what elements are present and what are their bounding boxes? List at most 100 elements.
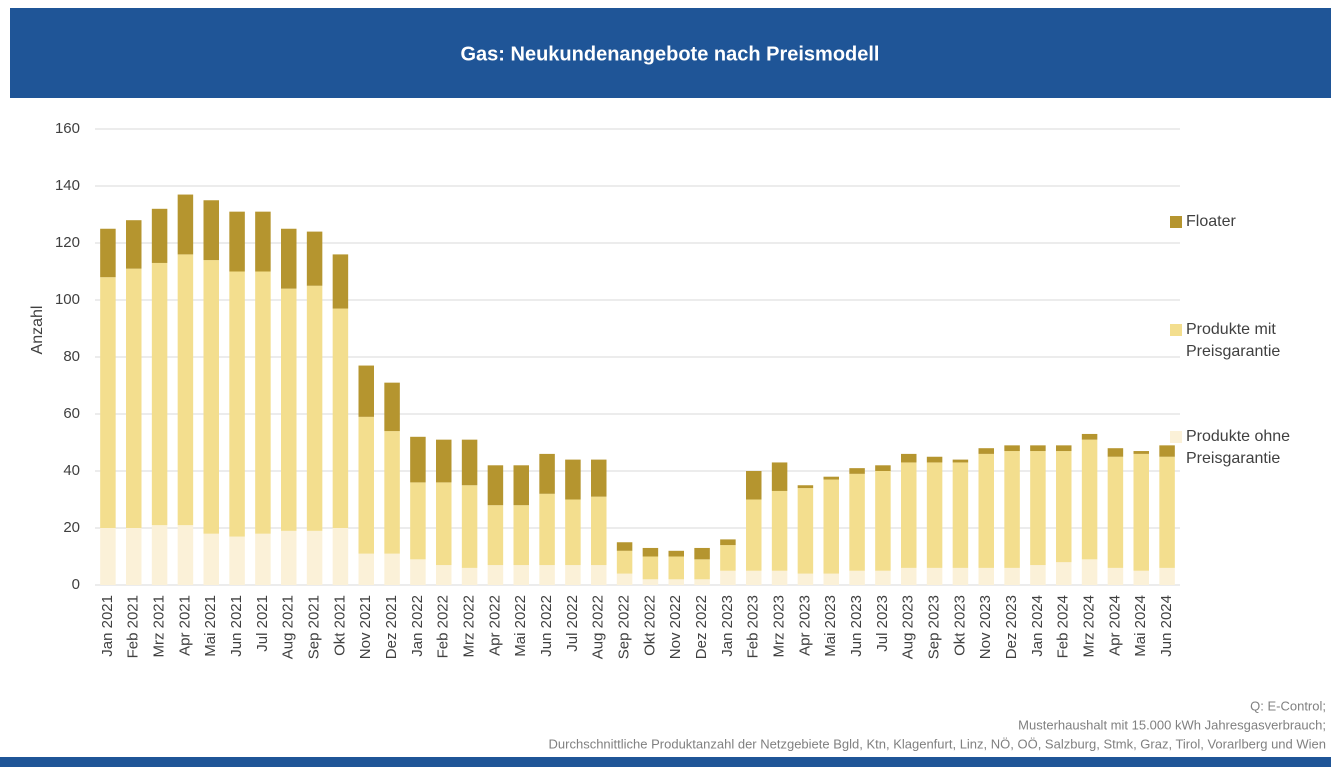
bar-segment (591, 565, 607, 585)
bar-segment (901, 462, 917, 568)
bar-segment (771, 462, 788, 491)
x-tick-label: Feb 2023 (745, 595, 762, 658)
x-tick-label: Jul 2023 (874, 595, 891, 652)
bar-segment (513, 465, 529, 506)
bar-segment (694, 547, 710, 560)
bar-segment (487, 565, 504, 585)
bar-segment (487, 505, 504, 566)
bar-segment (281, 228, 297, 289)
bar-segment (797, 488, 814, 574)
bar-segment (100, 277, 116, 528)
bar-segment (616, 573, 633, 585)
bar-segment (384, 553, 400, 585)
x-tick-label: Aug 2021 (280, 595, 297, 659)
bar-segment (203, 260, 219, 534)
x-tick-label: Mai 2024 (1132, 595, 1149, 657)
bar-segment (1133, 570, 1149, 585)
bar-segment (875, 471, 891, 571)
bar-segment (255, 271, 271, 534)
x-tick-label: Jun 2022 (538, 595, 555, 657)
bar-segment (436, 439, 452, 483)
x-tick-label: Mrz 2022 (461, 595, 478, 658)
legend-swatch (1170, 431, 1182, 443)
bar-segment (1133, 451, 1149, 454)
legend-label: Floater (1186, 213, 1236, 230)
bar-segment (539, 453, 555, 494)
bar-segment (384, 431, 400, 554)
bar-segment (436, 565, 452, 585)
x-tick-label: Feb 2024 (1055, 595, 1072, 658)
bar-segment (1004, 451, 1020, 568)
y-tick-label: 0 (72, 576, 80, 593)
x-tick-label: Mrz 2021 (151, 595, 168, 658)
bar-segment (306, 285, 323, 531)
x-tick-label: Jan 2021 (99, 595, 116, 657)
bar-segment (126, 220, 142, 269)
bar-segment (823, 479, 839, 574)
bar-segment (720, 539, 736, 546)
source-note: Durchschnittliche Produktanzahl der Netz… (549, 736, 1326, 751)
x-tick-label: Aug 2022 (590, 595, 607, 659)
bar-segment (177, 254, 194, 526)
y-tick-label: 60 (63, 405, 80, 422)
x-tick-label: Mai 2021 (202, 595, 219, 657)
bar-segment (1030, 451, 1046, 566)
x-tick-label: Sep 2021 (306, 595, 323, 659)
bar-segment (358, 365, 374, 417)
bar-segment (461, 485, 478, 568)
bar-segment (746, 499, 762, 571)
bar-segment (410, 482, 426, 560)
bar-segment (642, 556, 659, 580)
x-tick-label: Jun 2021 (228, 595, 245, 657)
x-tick-label: Mrz 2024 (1081, 595, 1098, 658)
bar-segment (461, 567, 478, 585)
legend-swatch (1170, 324, 1182, 336)
bar-segment (565, 459, 581, 500)
y-tick-label: 80 (63, 348, 80, 365)
bar-segment (875, 570, 891, 585)
bar-segment (901, 453, 917, 463)
x-tick-label: Nov 2022 (667, 595, 684, 659)
x-tick-label: Jul 2021 (254, 595, 271, 652)
bar-segment (952, 459, 969, 463)
legend-swatch (1170, 216, 1182, 228)
bar-segment (771, 570, 788, 585)
x-tick-label: Jun 2024 (1158, 595, 1175, 657)
bar-segment (668, 550, 684, 557)
bar-segment (746, 570, 762, 585)
bar-segment (539, 565, 555, 585)
x-tick-label: Feb 2021 (125, 595, 142, 658)
bar-segment (1081, 439, 1098, 560)
y-tick-label: 160 (55, 120, 80, 137)
bar-segment (1107, 448, 1124, 457)
x-tick-label: Okt 2023 (951, 595, 968, 656)
bar-segment (565, 565, 581, 585)
bar-segment (1030, 445, 1046, 452)
x-tick-label: Nov 2023 (977, 595, 994, 659)
bar-segment (616, 542, 633, 551)
bar-segment (513, 505, 529, 566)
x-tick-label: Okt 2021 (331, 595, 348, 656)
bar-segment (229, 536, 245, 585)
bar-segment (1081, 559, 1098, 585)
bar-segment (410, 559, 426, 585)
bar-segment (255, 533, 271, 585)
bar-segment (642, 579, 659, 585)
bar-segment (306, 231, 323, 286)
bar-segment (332, 254, 349, 309)
bar-segment (281, 288, 297, 531)
bar-segment (513, 565, 529, 585)
bar-segment (926, 462, 943, 568)
bar-segment (771, 490, 788, 571)
bar-segment (849, 468, 865, 474)
bar-segment (746, 471, 762, 500)
x-tick-label: Mai 2022 (512, 595, 529, 657)
bar-segment (1159, 445, 1175, 457)
bar-segment (100, 528, 116, 585)
y-tick-label: 120 (55, 234, 80, 251)
x-tick-label: Jul 2022 (564, 595, 581, 652)
bar-segment (203, 533, 219, 585)
bar-segment (126, 268, 142, 528)
bar-segment (591, 496, 607, 566)
